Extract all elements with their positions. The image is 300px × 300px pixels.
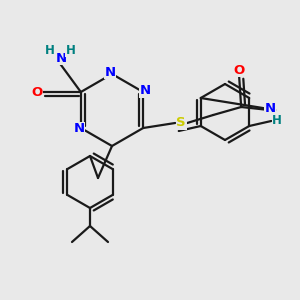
Text: N: N	[73, 122, 84, 136]
Text: H: H	[272, 115, 282, 128]
Text: N: N	[55, 52, 66, 64]
Text: O: O	[234, 64, 245, 76]
Text: O: O	[31, 85, 42, 98]
Text: N: N	[265, 103, 276, 116]
Text: S: S	[176, 116, 186, 130]
Text: N: N	[104, 65, 116, 79]
Text: H: H	[66, 44, 76, 56]
Text: N: N	[140, 85, 151, 98]
Text: H: H	[45, 44, 55, 56]
